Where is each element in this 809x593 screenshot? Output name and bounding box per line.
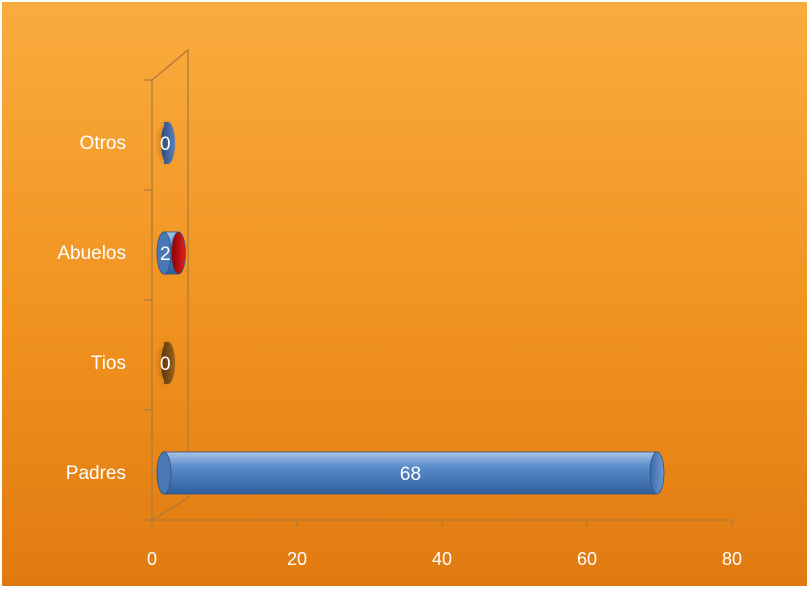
x-tick-label: 20 [287, 549, 307, 569]
data-label: 68 [400, 464, 421, 485]
back-wall-edge [151, 48, 189, 521]
data-labels: 68 0 2 0 [160, 134, 421, 485]
bar-cap-end [171, 231, 186, 275]
y-axis-ticks [144, 79, 152, 521]
bar-cap-start [156, 231, 172, 275]
category-labels: Padres Tios Abuelos Otros [57, 133, 126, 484]
category-label: Otros [80, 133, 126, 154]
x-tick-label: 60 [577, 549, 597, 569]
data-label: 0 [160, 134, 171, 155]
data-label: 2 [160, 244, 171, 265]
bar-cap-end [161, 122, 175, 164]
x-tick-label: 0 [147, 549, 157, 569]
x-tick-label: 80 [722, 549, 742, 569]
category-label: Abuelos [57, 243, 126, 264]
category-label: Padres [66, 463, 126, 484]
bar-padres [163, 451, 658, 495]
category-label: Tios [91, 353, 126, 374]
data-label: 0 [160, 354, 171, 375]
x-axis-ticks: 0 20 40 60 80 [147, 520, 742, 569]
bar-cap-end [649, 451, 665, 495]
bar-cap-start [156, 451, 172, 495]
x-tick-label: 40 [432, 549, 452, 569]
bars-group [155, 118, 665, 498]
bar-cap-end [161, 342, 175, 384]
